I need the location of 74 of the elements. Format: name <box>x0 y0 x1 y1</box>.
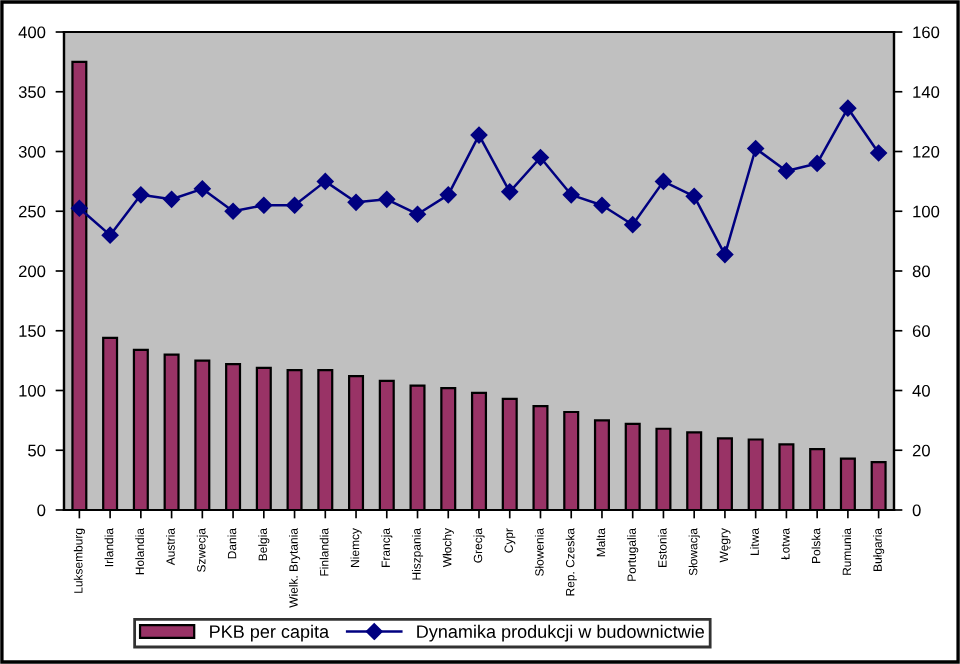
y2-tick-label: 120 <box>913 145 940 158</box>
bar <box>839 457 856 510</box>
point <box>378 191 396 208</box>
legend-label: Dynamika produkcji w budownictwie <box>417 624 704 642</box>
bar <box>747 438 764 510</box>
point <box>439 186 457 204</box>
bar <box>563 410 580 510</box>
point <box>224 202 242 220</box>
bar <box>624 422 641 510</box>
point <box>593 197 611 214</box>
point <box>132 186 150 204</box>
bar <box>348 375 365 510</box>
point <box>255 197 273 214</box>
bar <box>317 369 334 510</box>
bar <box>163 353 180 510</box>
point <box>624 216 641 233</box>
y2-tick-label: 160 <box>913 26 940 39</box>
y-tick-label: 300 <box>18 145 46 158</box>
y-tick-label: 200 <box>18 265 46 278</box>
bar <box>255 366 272 510</box>
bar <box>470 391 488 510</box>
bar <box>409 384 426 510</box>
bar <box>778 443 795 510</box>
point <box>163 191 180 208</box>
point <box>101 226 119 244</box>
y-tick-label: 250 <box>18 205 46 218</box>
point <box>716 246 734 263</box>
point <box>470 126 488 144</box>
point <box>747 140 764 157</box>
y2-tick-label: 80 <box>912 265 930 278</box>
y2-tick-label: 60 <box>912 325 930 337</box>
bar <box>225 363 242 510</box>
bar <box>71 60 88 510</box>
point <box>317 173 334 190</box>
point <box>286 197 303 214</box>
y2-tick-label: 0 <box>912 504 921 517</box>
bar <box>870 461 887 510</box>
point <box>562 186 580 204</box>
bar <box>655 427 672 510</box>
point <box>808 155 826 172</box>
bar <box>286 369 303 510</box>
y-tick-label: 150 <box>19 325 46 337</box>
point <box>501 183 519 201</box>
y-tick-label: 50 <box>28 444 46 457</box>
point <box>870 144 887 162</box>
y-tick-label: 100 <box>19 384 46 397</box>
bar <box>686 431 703 510</box>
point <box>347 194 365 211</box>
y-tick-label: 350 <box>18 86 46 98</box>
point <box>655 173 672 190</box>
y-tick-label: 400 <box>18 26 46 39</box>
bar <box>132 348 149 510</box>
y2-tick-label: 20 <box>912 444 930 457</box>
point <box>839 99 857 117</box>
bar <box>194 359 211 510</box>
bar <box>501 397 518 510</box>
point <box>532 149 549 166</box>
bar <box>378 379 395 510</box>
bar <box>102 336 119 510</box>
point <box>194 180 211 198</box>
point <box>778 162 795 180</box>
point <box>71 200 88 217</box>
point <box>685 188 703 205</box>
bar <box>593 419 610 510</box>
y2-tick-label: 140 <box>913 86 940 98</box>
point <box>409 205 426 223</box>
y2-tick-label: 100 <box>913 205 940 218</box>
y-tick-label: 0 <box>37 504 46 517</box>
bar <box>440 387 457 510</box>
y2-tick-label: 40 <box>912 384 930 397</box>
bar <box>532 404 549 510</box>
legend-label: PKB per capita <box>210 624 330 642</box>
bar <box>809 447 826 510</box>
bar <box>716 437 733 510</box>
